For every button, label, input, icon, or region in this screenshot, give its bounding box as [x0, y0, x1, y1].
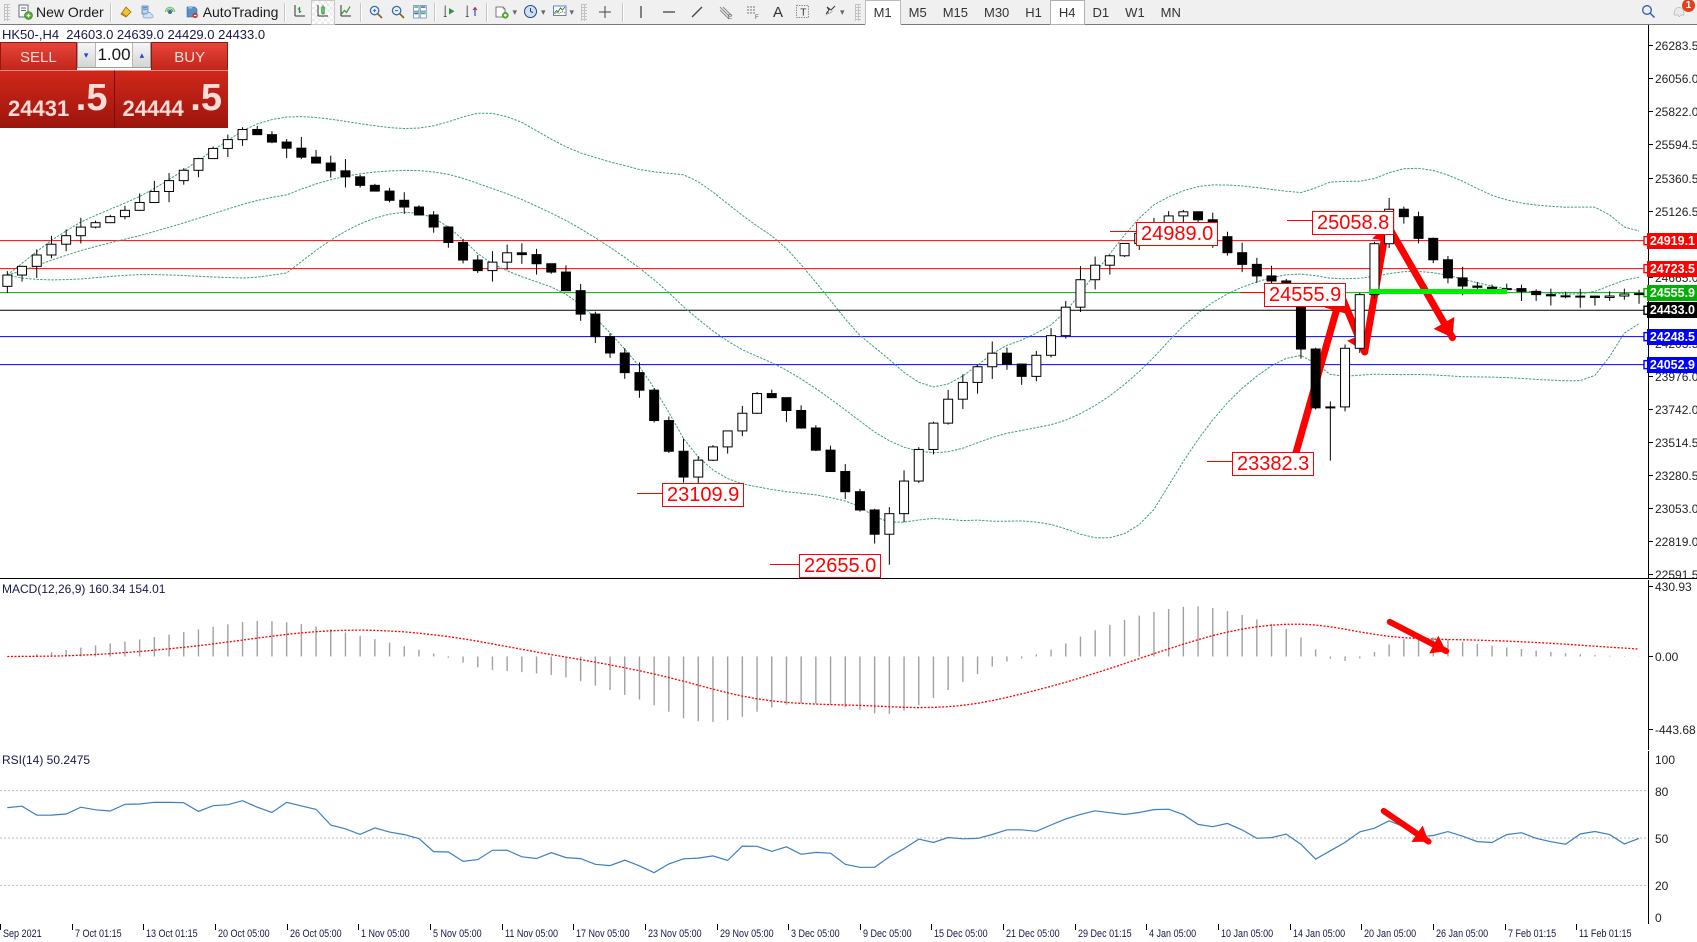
svg-text:E: E: [728, 15, 732, 20]
svg-text:T: T: [800, 7, 806, 18]
svg-text:F: F: [755, 15, 759, 20]
